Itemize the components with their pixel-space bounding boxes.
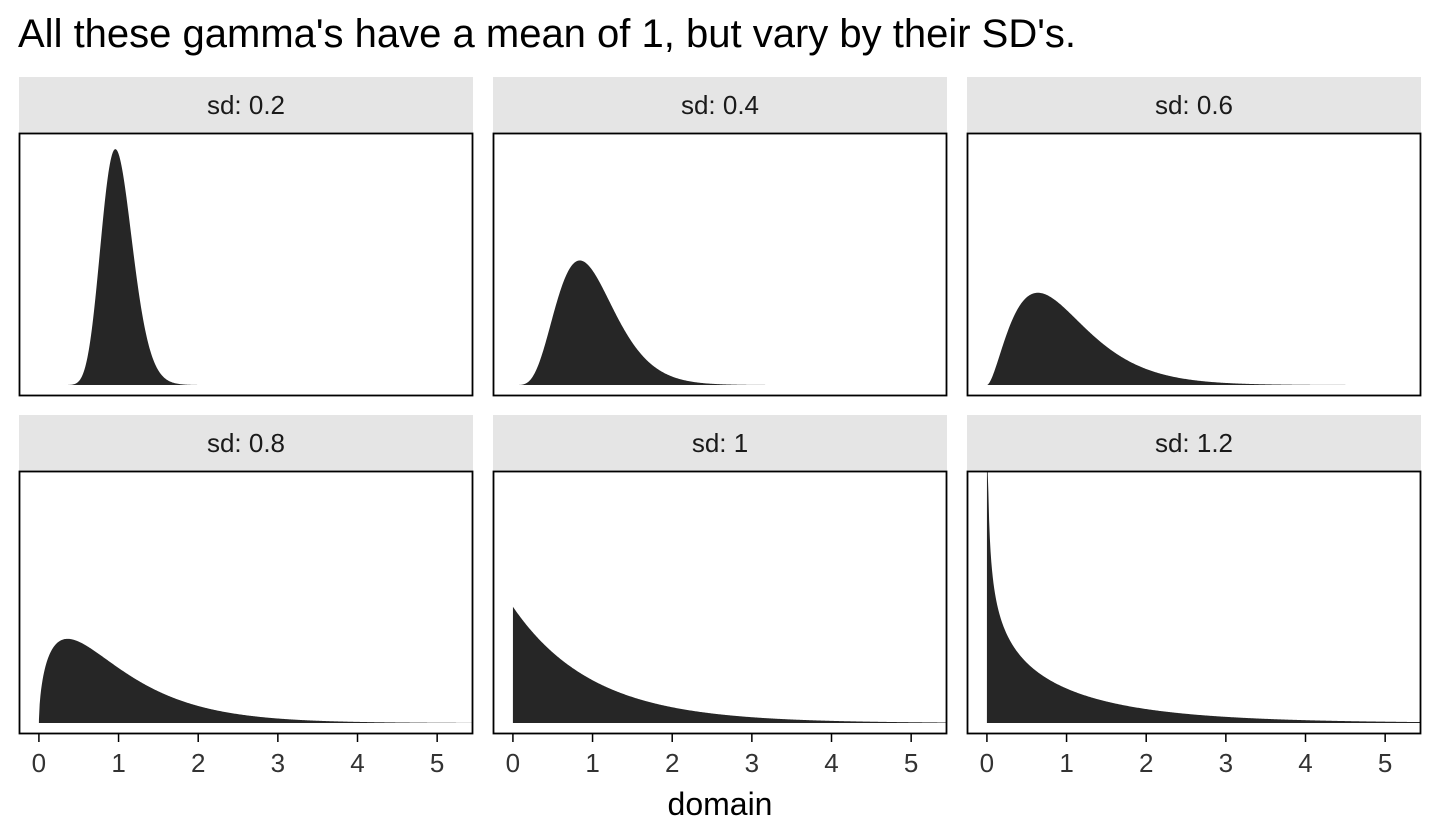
x-tick-label-4-1: 1 bbox=[111, 748, 125, 778]
x-tick-label-5-0: 0 bbox=[506, 748, 520, 778]
x-tick-label-4-4: 4 bbox=[350, 748, 364, 778]
facet-label-3: sd: 0.6 bbox=[1155, 90, 1233, 120]
x-tick-label-4-0: 0 bbox=[32, 748, 46, 778]
x-axis-title: domain bbox=[668, 786, 773, 822]
x-tick-label-6-1: 1 bbox=[1059, 748, 1073, 778]
facet-label-5: sd: 1 bbox=[692, 428, 748, 458]
facet-label-1: sd: 0.2 bbox=[207, 90, 285, 120]
facet-strip-1 bbox=[19, 77, 473, 133]
panel-border-4 bbox=[18, 470, 474, 735]
facet-strip-5 bbox=[493, 415, 947, 471]
panel-border-6 bbox=[966, 470, 1422, 735]
density-area-3 bbox=[986, 292, 1421, 385]
x-tick-label-6-4: 4 bbox=[1298, 748, 1312, 778]
x-tick-label-5-5: 5 bbox=[904, 748, 918, 778]
x-tick-label-5-4: 4 bbox=[824, 748, 838, 778]
x-tick-label-4-5: 5 bbox=[430, 748, 444, 778]
x-tick-label-5-3: 3 bbox=[745, 748, 759, 778]
facet-label-6: sd: 1.2 bbox=[1155, 428, 1233, 458]
x-tick-label-5-2: 2 bbox=[665, 748, 679, 778]
panel-border-2 bbox=[492, 132, 948, 397]
facet-strip-2 bbox=[493, 77, 947, 133]
facet-label-4: sd: 0.8 bbox=[207, 428, 285, 458]
density-area-1 bbox=[38, 149, 473, 385]
facet-label-2: sd: 0.4 bbox=[681, 90, 759, 120]
x-tick-label-6-5: 5 bbox=[1378, 748, 1392, 778]
density-area-2 bbox=[512, 260, 947, 385]
chart-title: All these gamma's have a mean of 1, but … bbox=[18, 12, 1076, 56]
density-area-6 bbox=[986, 472, 1421, 723]
x-tick-label-4-2: 2 bbox=[191, 748, 205, 778]
x-tick-label-6-3: 3 bbox=[1219, 748, 1233, 778]
density-area-5 bbox=[512, 606, 947, 723]
x-tick-label-6-2: 2 bbox=[1139, 748, 1153, 778]
facet-strip-4 bbox=[19, 415, 473, 471]
panel-border-5 bbox=[492, 470, 948, 735]
x-tick-label-5-1: 1 bbox=[585, 748, 599, 778]
density-area-4 bbox=[38, 638, 473, 723]
panel-border-3 bbox=[966, 132, 1422, 397]
x-tick-label-6-0: 0 bbox=[980, 748, 994, 778]
panel-border-1 bbox=[18, 132, 474, 397]
facet-strip-3 bbox=[967, 77, 1421, 133]
panel-background-1 bbox=[19, 133, 473, 396]
x-tick-label-4-3: 3 bbox=[271, 748, 285, 778]
facet-strip-6 bbox=[967, 415, 1421, 471]
